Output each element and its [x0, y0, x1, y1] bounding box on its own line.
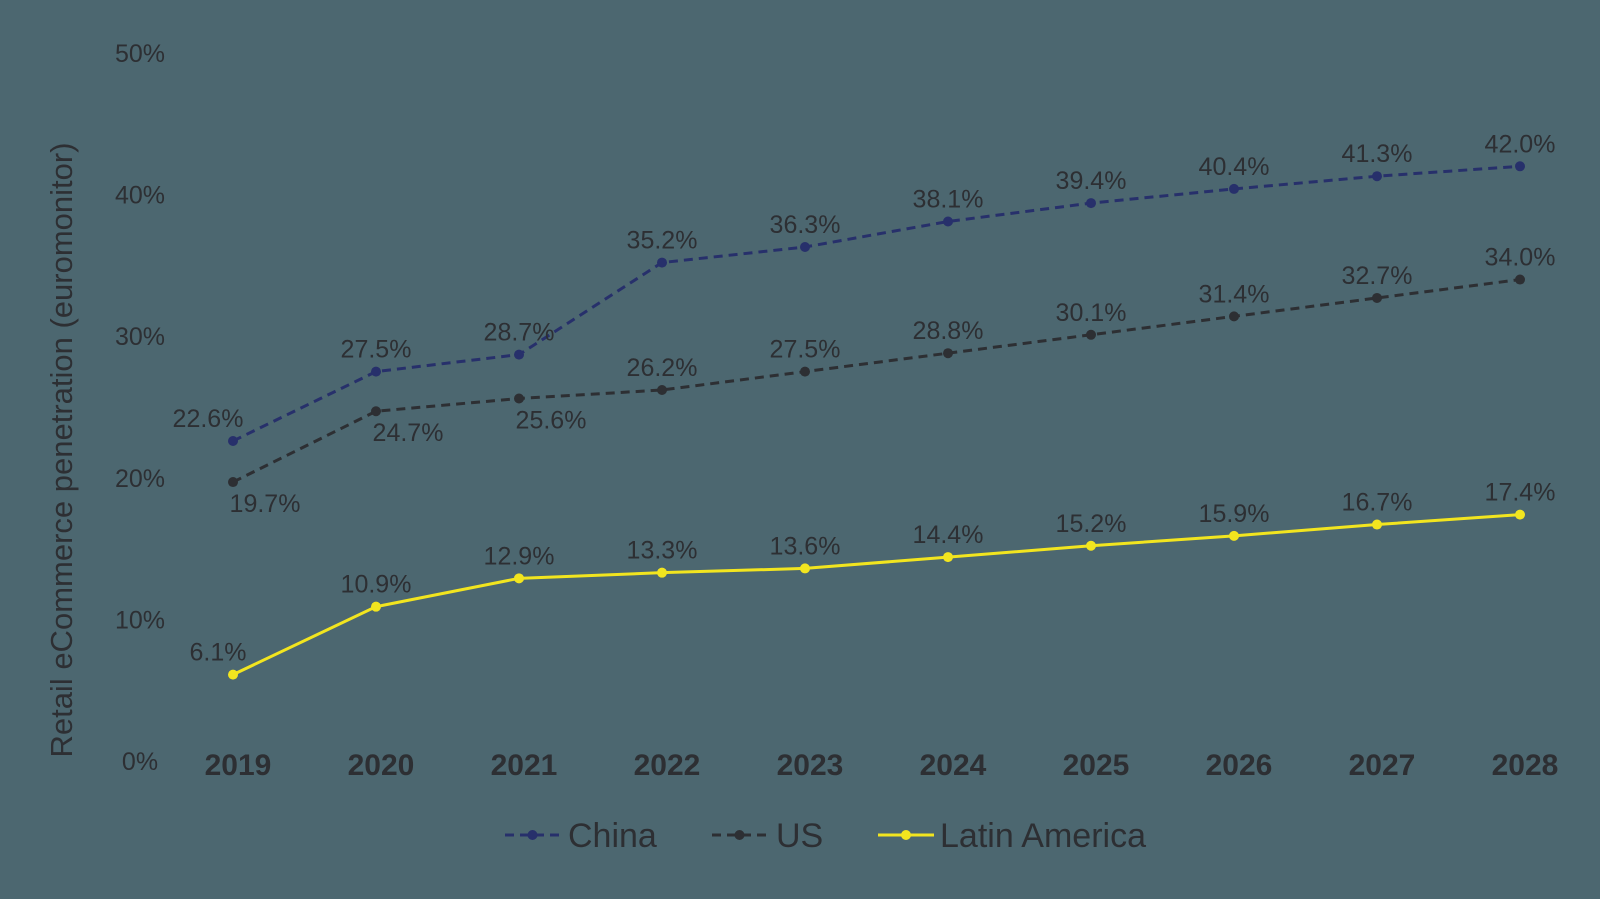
- data-point: [1086, 198, 1096, 209]
- data-label: 40.4%: [1199, 153, 1270, 181]
- data-point: [1229, 183, 1239, 194]
- data-point: [371, 406, 381, 417]
- data-point: [943, 216, 953, 227]
- data-label: 34.0%: [1485, 244, 1556, 272]
- x-tick-label: 2022: [634, 749, 701, 782]
- series-line-latin-america: [232, 513, 1521, 676]
- y-tick-label: 10%: [115, 606, 165, 634]
- data-point: [800, 563, 810, 574]
- data-label: 25.6%: [516, 407, 587, 435]
- y-tick-label: 50%: [115, 40, 165, 68]
- y-axis-ticks: 0% 10% 20% 30% 40% 50%: [115, 40, 165, 776]
- data-point: [800, 366, 810, 377]
- x-tick-label: 2023: [777, 749, 844, 782]
- data-labels: 22.6% 27.5% 28.7% 35.2% 36.3% 38.1% 39.4% 40.4%…: [173, 130, 1556, 666]
- data-point: [228, 435, 238, 446]
- data-label: 14.4%: [913, 521, 984, 549]
- data-label: 24.7%: [373, 419, 444, 447]
- x-tick-label: 2027: [1349, 749, 1416, 782]
- data-label: 13.3%: [627, 537, 698, 565]
- data-label: 28.7%: [484, 319, 555, 347]
- data-label: 36.3%: [770, 211, 841, 239]
- data-label: 32.7%: [1342, 262, 1413, 290]
- y-tick-label: 30%: [115, 323, 165, 351]
- data-label: 30.1%: [1056, 299, 1127, 327]
- data-label: 26.2%: [627, 354, 698, 382]
- x-tick-label: 2028: [1492, 749, 1559, 782]
- data-point: [657, 567, 667, 578]
- data-point: [1372, 171, 1382, 182]
- x-tick-label: 2025: [1063, 749, 1130, 782]
- x-tick-label: 2021: [491, 749, 558, 782]
- data-point: [657, 257, 667, 268]
- data-label: 15.2%: [1056, 510, 1127, 538]
- data-point: [1372, 519, 1382, 530]
- data-label: 15.9%: [1199, 500, 1270, 528]
- data-label: 27.5%: [770, 336, 841, 364]
- series-line-china: [232, 164, 1521, 443]
- data-label: 38.1%: [913, 186, 984, 214]
- data-point: [228, 477, 238, 488]
- data-point: [1086, 540, 1096, 551]
- data-label: 42.0%: [1485, 130, 1556, 158]
- data-label: 39.4%: [1056, 167, 1127, 195]
- data-label: 6.1%: [190, 639, 247, 667]
- data-point: [1515, 509, 1525, 520]
- data-point: [228, 669, 238, 680]
- data-label: 35.2%: [627, 227, 698, 255]
- series-points: [228, 161, 1525, 680]
- data-point: [1086, 329, 1096, 340]
- y-tick-label: 0%: [122, 748, 158, 776]
- data-point: [371, 601, 381, 612]
- legend-label: US: [776, 817, 823, 855]
- data-point: [1515, 274, 1525, 285]
- legend-marker: [734, 830, 745, 840]
- y-axis-label: Retail eCommerce penetration (euromonito…: [44, 142, 79, 757]
- x-axis-ticks: 2019 2020 2021 2022 2023 2024 2025 2026 2027 2028: [205, 749, 1559, 782]
- data-point: [1372, 292, 1382, 303]
- legend-marker: [527, 830, 538, 840]
- data-label: 13.6%: [770, 532, 841, 560]
- data-label: 28.8%: [913, 317, 984, 345]
- data-point: [943, 552, 953, 563]
- data-point: [371, 366, 381, 377]
- x-tick-label: 2024: [920, 749, 987, 782]
- y-tick-label: 20%: [115, 465, 165, 493]
- series-line-us: [232, 278, 1521, 484]
- legend: China US Latin America: [505, 817, 1146, 855]
- data-label: 10.9%: [341, 571, 412, 599]
- data-label: 41.3%: [1342, 140, 1413, 168]
- data-label: 27.5%: [341, 336, 412, 364]
- series-lines: [232, 164, 1521, 676]
- data-point: [943, 348, 953, 359]
- data-label: 16.7%: [1342, 489, 1413, 517]
- data-point: [514, 393, 524, 404]
- y-tick-label: 40%: [115, 182, 165, 210]
- data-point: [1515, 161, 1525, 172]
- legend-label: Latin America: [940, 817, 1146, 855]
- x-tick-label: 2019: [205, 749, 272, 782]
- data-point: [800, 241, 810, 252]
- data-label: 19.7%: [230, 490, 301, 518]
- x-tick-label: 2020: [348, 749, 415, 782]
- data-point: [514, 349, 524, 360]
- x-tick-label: 2026: [1206, 749, 1273, 782]
- data-point: [1229, 530, 1239, 541]
- data-label: 17.4%: [1485, 479, 1556, 507]
- data-label: 22.6%: [173, 405, 244, 433]
- data-label: 31.4%: [1199, 280, 1270, 308]
- legend-marker: [901, 830, 911, 840]
- data-point: [1229, 311, 1239, 322]
- legend-label: China: [568, 817, 657, 855]
- data-label: 12.9%: [484, 542, 555, 570]
- data-point: [514, 573, 524, 584]
- data-point: [657, 385, 667, 396]
